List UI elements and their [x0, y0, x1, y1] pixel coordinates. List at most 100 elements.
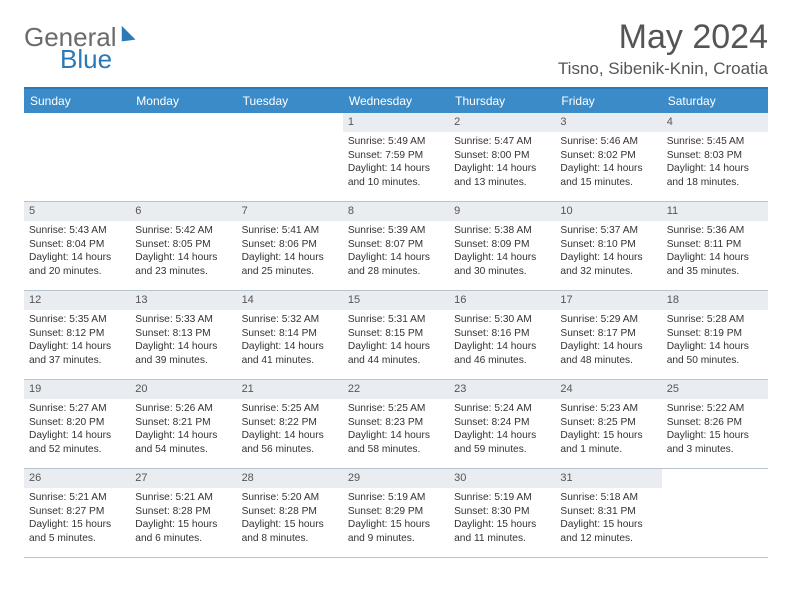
daylight-text: Daylight: 15 hours	[667, 429, 763, 443]
day-cell: 15Sunrise: 5:31 AMSunset: 8:15 PMDayligh…	[343, 291, 449, 379]
sunset-text: Sunset: 8:05 PM	[135, 238, 231, 252]
day-header: Tuesday	[237, 89, 343, 113]
day-number: 4	[662, 113, 768, 132]
day-cell: 30Sunrise: 5:19 AMSunset: 8:30 PMDayligh…	[449, 469, 555, 557]
day-number: 12	[24, 291, 130, 310]
daylight-text: Daylight: 14 hours	[348, 429, 444, 443]
day-number: 17	[555, 291, 661, 310]
day-cell: 24Sunrise: 5:23 AMSunset: 8:25 PMDayligh…	[555, 380, 661, 468]
day-cell: 26Sunrise: 5:21 AMSunset: 8:27 PMDayligh…	[24, 469, 130, 557]
sunrise-text: Sunrise: 5:37 AM	[560, 224, 656, 238]
sunset-text: Sunset: 8:27 PM	[29, 505, 125, 519]
sunset-text: Sunset: 8:22 PM	[242, 416, 338, 430]
day-number: 8	[343, 202, 449, 221]
day-number: 2	[449, 113, 555, 132]
week-row: 19Sunrise: 5:27 AMSunset: 8:20 PMDayligh…	[24, 380, 768, 469]
sunset-text: Sunset: 7:59 PM	[348, 149, 444, 163]
day-number: 3	[555, 113, 661, 132]
daylight-text: Daylight: 14 hours	[29, 340, 125, 354]
daylight-text: Daylight: 14 hours	[667, 162, 763, 176]
week-row: 26Sunrise: 5:21 AMSunset: 8:27 PMDayligh…	[24, 469, 768, 558]
daylight-text: Daylight: 15 hours	[348, 518, 444, 532]
sunset-text: Sunset: 8:02 PM	[560, 149, 656, 163]
day-cell: 28Sunrise: 5:20 AMSunset: 8:28 PMDayligh…	[237, 469, 343, 557]
logo: GeneralBlue	[24, 24, 141, 72]
daylight-text: and 5 minutes.	[29, 532, 125, 546]
sunset-text: Sunset: 8:28 PM	[242, 505, 338, 519]
day-cell: 10Sunrise: 5:37 AMSunset: 8:10 PMDayligh…	[555, 202, 661, 290]
day-number: 19	[24, 380, 130, 399]
location-text: Tisno, Sibenik-Knin, Croatia	[558, 59, 768, 79]
sunrise-text: Sunrise: 5:41 AM	[242, 224, 338, 238]
daylight-text: Daylight: 14 hours	[560, 162, 656, 176]
sunset-text: Sunset: 8:12 PM	[29, 327, 125, 341]
daylight-text: Daylight: 15 hours	[560, 518, 656, 532]
day-number: 25	[662, 380, 768, 399]
title-block: May 2024 Tisno, Sibenik-Knin, Croatia	[558, 18, 768, 79]
sunrise-text: Sunrise: 5:23 AM	[560, 402, 656, 416]
daylight-text: and 58 minutes.	[348, 443, 444, 457]
sunset-text: Sunset: 8:19 PM	[667, 327, 763, 341]
daylight-text: Daylight: 15 hours	[242, 518, 338, 532]
daylight-text: Daylight: 14 hours	[667, 340, 763, 354]
month-title: May 2024	[558, 18, 768, 57]
day-number: 23	[449, 380, 555, 399]
sunrise-text: Sunrise: 5:33 AM	[135, 313, 231, 327]
daylight-text: and 3 minutes.	[667, 443, 763, 457]
sunset-text: Sunset: 8:00 PM	[454, 149, 550, 163]
day-number: 13	[130, 291, 236, 310]
day-number: 18	[662, 291, 768, 310]
daylight-text: Daylight: 14 hours	[454, 429, 550, 443]
sunrise-text: Sunrise: 5:30 AM	[454, 313, 550, 327]
daylight-text: and 13 minutes.	[454, 176, 550, 190]
sunrise-text: Sunrise: 5:24 AM	[454, 402, 550, 416]
day-cell: 9Sunrise: 5:38 AMSunset: 8:09 PMDaylight…	[449, 202, 555, 290]
daylight-text: Daylight: 14 hours	[29, 429, 125, 443]
day-number: 10	[555, 202, 661, 221]
daylight-text: and 59 minutes.	[454, 443, 550, 457]
daylight-text: and 32 minutes.	[560, 265, 656, 279]
daylight-text: Daylight: 14 hours	[242, 251, 338, 265]
daylight-text: and 18 minutes.	[667, 176, 763, 190]
sunset-text: Sunset: 8:29 PM	[348, 505, 444, 519]
daylight-text: and 48 minutes.	[560, 354, 656, 368]
daylight-text: Daylight: 14 hours	[135, 429, 231, 443]
day-number: 7	[237, 202, 343, 221]
daylight-text: and 37 minutes.	[29, 354, 125, 368]
daylight-text: Daylight: 14 hours	[348, 162, 444, 176]
sunset-text: Sunset: 8:26 PM	[667, 416, 763, 430]
daylight-text: and 30 minutes.	[454, 265, 550, 279]
sunset-text: Sunset: 8:11 PM	[667, 238, 763, 252]
day-number: 30	[449, 469, 555, 488]
sunrise-text: Sunrise: 5:36 AM	[667, 224, 763, 238]
sunrise-text: Sunrise: 5:31 AM	[348, 313, 444, 327]
daylight-text: and 56 minutes.	[242, 443, 338, 457]
sunrise-text: Sunrise: 5:29 AM	[560, 313, 656, 327]
day-number: 9	[449, 202, 555, 221]
day-cell: 3Sunrise: 5:46 AMSunset: 8:02 PMDaylight…	[555, 113, 661, 201]
daylight-text: and 44 minutes.	[348, 354, 444, 368]
day-header: Monday	[130, 89, 236, 113]
sunset-text: Sunset: 8:23 PM	[348, 416, 444, 430]
sunrise-text: Sunrise: 5:22 AM	[667, 402, 763, 416]
day-number: 24	[555, 380, 661, 399]
daylight-text: and 1 minute.	[560, 443, 656, 457]
sunset-text: Sunset: 8:16 PM	[454, 327, 550, 341]
calendar: SundayMondayTuesdayWednesdayThursdayFrid…	[24, 87, 768, 558]
day-number: 16	[449, 291, 555, 310]
day-number: 5	[24, 202, 130, 221]
day-cell: 12Sunrise: 5:35 AMSunset: 8:12 PMDayligh…	[24, 291, 130, 379]
sunrise-text: Sunrise: 5:45 AM	[667, 135, 763, 149]
sunset-text: Sunset: 8:15 PM	[348, 327, 444, 341]
day-cell: 31Sunrise: 5:18 AMSunset: 8:31 PMDayligh…	[555, 469, 661, 557]
day-cell: 7 Sunrise: 5:41 AMSunset: 8:06 PMDaylight…	[237, 202, 343, 290]
daylight-text: and 52 minutes.	[29, 443, 125, 457]
sunset-text: Sunset: 8:06 PM	[242, 238, 338, 252]
sunset-text: Sunset: 8:24 PM	[454, 416, 550, 430]
sunrise-text: Sunrise: 5:26 AM	[135, 402, 231, 416]
daylight-text: Daylight: 14 hours	[454, 162, 550, 176]
daylight-text: and 10 minutes.	[348, 176, 444, 190]
sunrise-text: Sunrise: 5:18 AM	[560, 491, 656, 505]
daylight-text: Daylight: 14 hours	[560, 251, 656, 265]
day-cell: 20Sunrise: 5:26 AMSunset: 8:21 PMDayligh…	[130, 380, 236, 468]
